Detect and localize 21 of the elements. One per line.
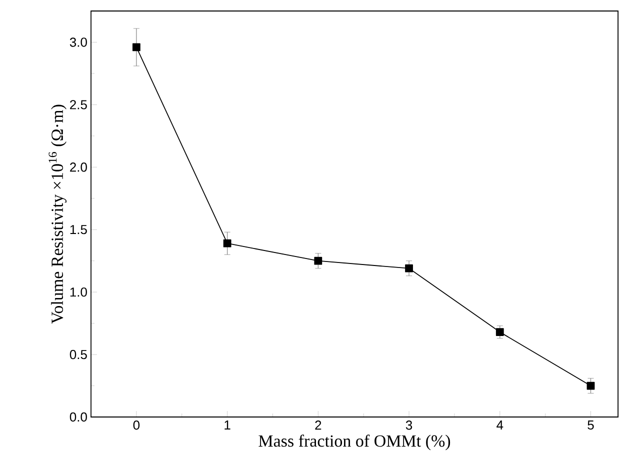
point bbox=[223, 239, 232, 248]
y-tick-label: 0.0 bbox=[70, 412, 87, 422]
point bbox=[132, 43, 140, 52]
point bbox=[586, 382, 595, 390]
x-tick-label: 3 bbox=[406, 420, 412, 430]
x-axis-title: Mass fraction of OMMt (%) bbox=[258, 434, 450, 450]
x-tick-label: 5 bbox=[588, 420, 594, 430]
point bbox=[496, 328, 504, 336]
y-tick-label: 3.0 bbox=[70, 38, 87, 47]
x-tick-label: 4 bbox=[496, 420, 504, 430]
point bbox=[405, 264, 413, 272]
x-tick-label: 0 bbox=[133, 420, 140, 430]
y-tick-label: 1.5 bbox=[70, 225, 87, 234]
point bbox=[314, 256, 322, 265]
y-tick-label: 1.0 bbox=[70, 287, 87, 297]
y-axis-title: Volume Resistivity ×10$^{16}$ (Ω·m) bbox=[48, 104, 67, 324]
y-tick-label: 0.5 bbox=[70, 350, 87, 360]
x-tick-label: 2 bbox=[315, 420, 322, 430]
y-tick-label: 2.0 bbox=[70, 162, 87, 172]
y-tick-label: 2.5 bbox=[70, 100, 87, 110]
x-tick-label: 1 bbox=[224, 420, 230, 430]
